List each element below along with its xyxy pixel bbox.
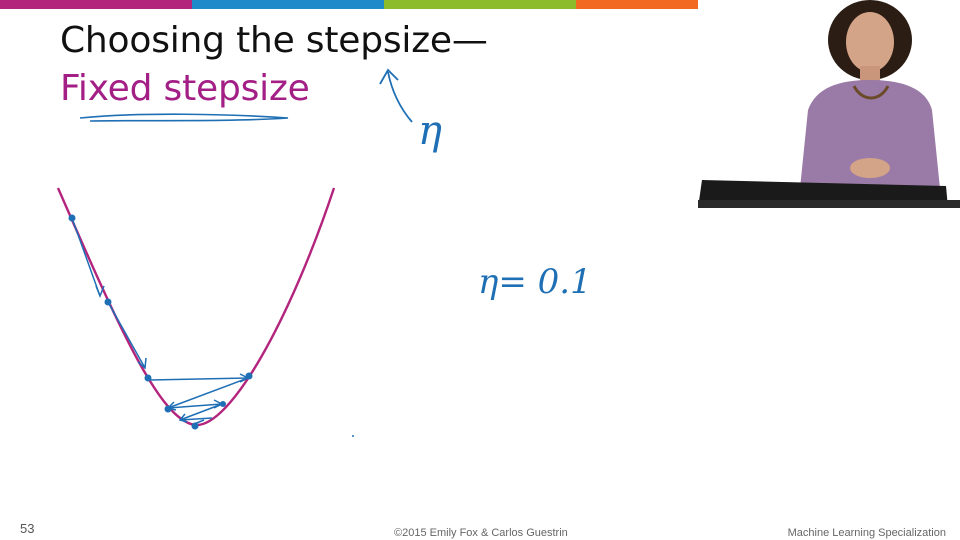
subtitle-underline [79,113,289,122]
page-number: 53 [20,521,35,536]
eta-value-annotation: η= 0.1 [478,262,592,302]
pointer-arrow [387,71,413,123]
slide-title: Choosing the stepsize— [60,20,488,61]
course-name: Machine Learning Specialization [787,527,946,539]
pointer-arrowhead [379,68,399,85]
color-bar-segment [576,0,768,9]
color-bar-segment [192,0,384,9]
presenter-video-icon [698,0,960,208]
color-bar-segment [0,0,192,9]
step-points [68,214,354,437]
gradient-steps [71,217,250,425]
presenter-video [698,0,960,208]
cost-curve [56,187,336,427]
copyright-text: ©2015 Emily Fox & Carlos Guestrin [394,527,568,539]
color-bar-segment [384,0,576,9]
eta-annotation: η [418,108,442,154]
slide-subtitle: Fixed stepsize [60,68,310,109]
